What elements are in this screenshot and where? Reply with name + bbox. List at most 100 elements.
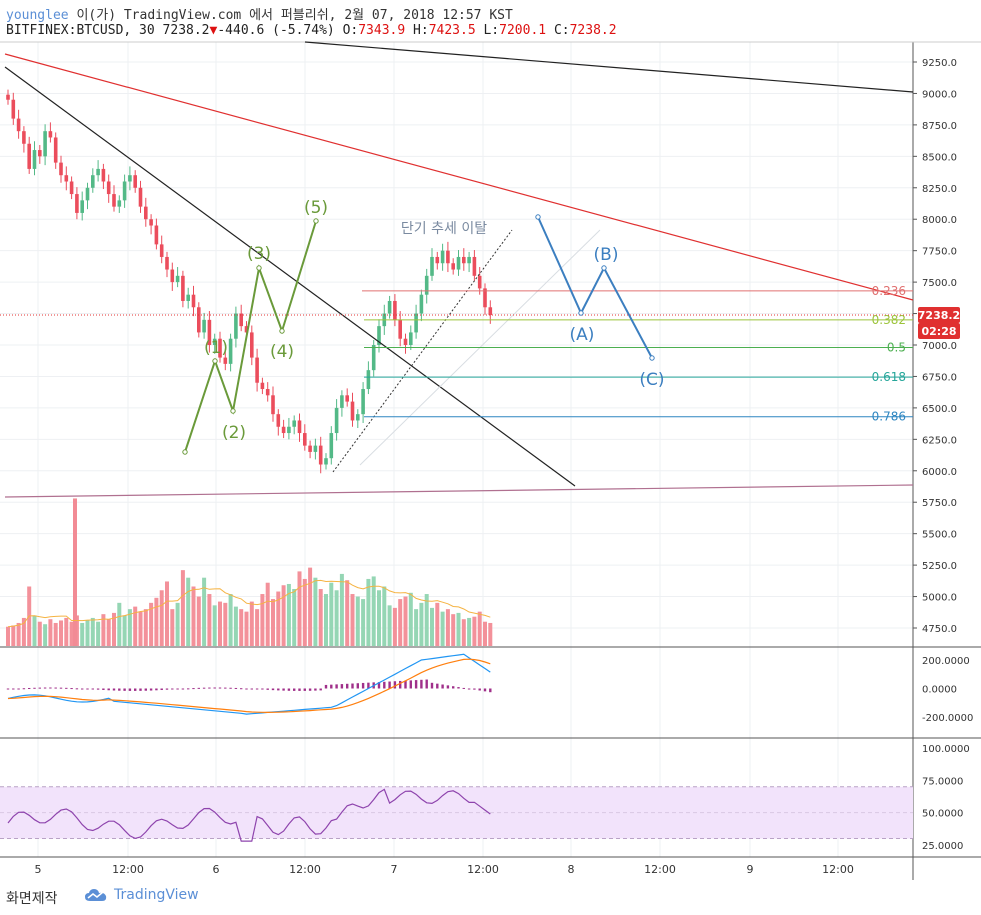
volume-bar-89 (477, 611, 482, 646)
macd-hist-79 (425, 679, 428, 689)
candle-41 (223, 357, 228, 364)
x-tick-0: 5 (35, 863, 42, 876)
volume-bar-91 (488, 622, 493, 646)
volume-bar-14 (80, 622, 85, 646)
impulse-label-5: (5) (304, 198, 328, 218)
impulse-wave-path (184, 220, 317, 453)
macd-hist-87 (467, 688, 471, 690)
macd-hist-61 (330, 684, 333, 689)
volume-bar-26 (143, 609, 148, 646)
volume-bar-42 (228, 594, 233, 646)
macd-hist-82 (441, 684, 444, 689)
candle-38 (207, 319, 212, 345)
macd-hist-34 (187, 688, 190, 690)
tradingview-cloud-icon (85, 889, 107, 901)
wave-annotations: (1) (2) (3) (4) (5) (A) (B) (C) 단기 추세 이탈 (182, 198, 665, 455)
candle-59 (318, 445, 323, 465)
volume-bar-88 (472, 616, 477, 646)
macd-hist-24 (134, 688, 137, 691)
candle-55 (297, 420, 302, 434)
volume-bar-28 (154, 597, 159, 646)
y-tick-15: 5500.0 (922, 530, 957, 541)
macd-tick-1: 0.0000 (922, 685, 957, 696)
candle-57 (308, 445, 312, 452)
volume-spike (73, 498, 77, 646)
candle-32 (175, 275, 180, 283)
fib-label-0.382: 0.382 (872, 313, 906, 327)
candle-61 (329, 433, 334, 459)
volume-bar-46 (249, 601, 254, 646)
volume-bar-1 (11, 625, 16, 646)
volume-bar-11 (64, 617, 69, 646)
candle-10 (59, 162, 63, 176)
macd-hist-76 (409, 680, 412, 689)
grid (0, 41, 981, 880)
candle-60 (324, 458, 328, 465)
volume-bar-24 (133, 606, 138, 646)
author[interactable]: younglee (6, 8, 69, 23)
macd-hist-18 (102, 688, 105, 690)
volume-bar-30 (165, 581, 169, 646)
x-tick-2: 6 (213, 863, 220, 876)
volume-bar-48 (260, 594, 265, 646)
candle-24 (133, 175, 137, 188)
tradingview-brand[interactable]: TradingView (84, 887, 199, 903)
macd-hist-8 (49, 687, 52, 689)
x-tick-5: 12:00 (467, 863, 499, 876)
macd-hist-27 (149, 688, 153, 691)
candle-72 (387, 300, 392, 314)
macd-hist-67 (361, 682, 365, 689)
volume-bar-20 (112, 612, 116, 646)
impulse-label-1: (1) (204, 338, 228, 358)
volume-bar-82 (440, 611, 445, 646)
volume-bar-7 (43, 624, 48, 646)
macd-pane (6, 653, 492, 715)
correction-label-0: (A) (570, 325, 595, 345)
candle-76 (409, 332, 413, 345)
correction-label-1: (B) (594, 245, 619, 265)
y-tick-17: 5000.0 (922, 593, 957, 604)
macd-hist-60 (324, 684, 328, 689)
volume-bar-72 (387, 605, 392, 646)
volume-bar-76 (408, 592, 413, 646)
x-tick-6: 8 (568, 863, 575, 876)
macd-hist-30 (165, 688, 169, 690)
candle-50 (271, 395, 275, 415)
y-tick-10: 6750.0 (922, 372, 957, 383)
x-tick-1: 12:00 (112, 863, 144, 876)
macd-hist-2 (17, 688, 20, 690)
macd-tick-2: -200.0000 (922, 713, 973, 724)
candle-19 (106, 181, 111, 195)
candle-5 (32, 150, 37, 169)
candle-56 (303, 433, 307, 446)
candle-86 (462, 256, 466, 264)
candle-8 (48, 131, 53, 138)
volume-bar-15 (85, 620, 90, 646)
volume-bar-87 (467, 617, 472, 646)
macd-hist-10 (59, 687, 63, 689)
macd-hist-72 (388, 681, 391, 689)
volume-bar-47 (255, 609, 260, 646)
volume-bar-27 (149, 602, 154, 646)
price-badge-text: 7238.2 (918, 309, 960, 322)
trendlines (0, 41, 914, 498)
volume-bar-37 (202, 577, 207, 646)
volume-bar-18 (101, 614, 106, 646)
volume-bar-10 (59, 620, 63, 646)
macd-tick-0: 200.0000 (922, 656, 970, 667)
volume-bar-9 (53, 622, 58, 646)
y-tick-11: 6500.0 (922, 404, 957, 415)
candle-17 (96, 168, 100, 176)
last-price: 7238.2 (162, 23, 210, 38)
macd-hist-65 (351, 683, 354, 689)
candle-91 (488, 307, 493, 316)
macd-hist-1 (12, 688, 15, 690)
candle-2 (16, 118, 21, 132)
upper-black-trendline (304, 41, 914, 93)
macd-hist-39 (213, 687, 216, 689)
candle-7 (43, 131, 47, 157)
y-tick-6: 7750.0 (922, 247, 957, 258)
volume-bar-35 (191, 586, 196, 646)
volume-ma (7, 579, 491, 628)
